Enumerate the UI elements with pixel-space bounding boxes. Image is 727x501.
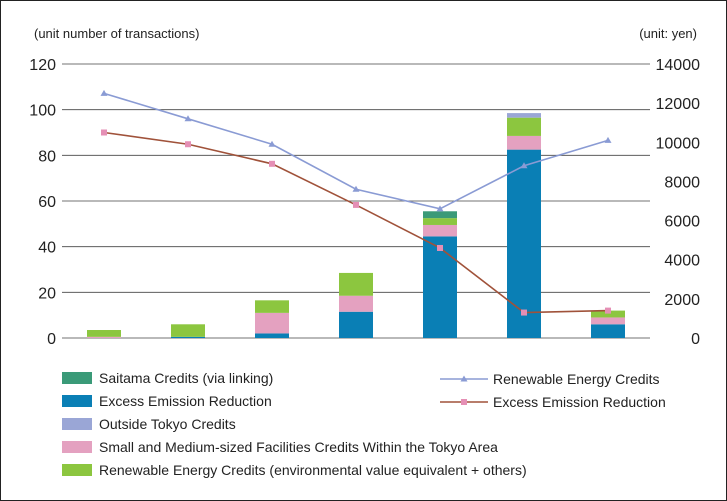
left-tick-label: 40 xyxy=(38,240,56,257)
tick-labels: 0 20 40 60 80 100 120 0 2000 4000 6000 8000 10000 120… xyxy=(29,57,700,348)
bar-segment xyxy=(255,333,289,338)
bar-segment xyxy=(171,336,205,338)
data-point xyxy=(268,140,276,147)
line-series xyxy=(100,89,612,316)
left-tick-label: 120 xyxy=(29,57,56,74)
legend-swatch xyxy=(62,441,92,453)
bar-segment xyxy=(171,324,205,337)
legend-label: Excess Emission Reduction xyxy=(493,394,666,410)
legend-swatch xyxy=(62,464,92,476)
data-point xyxy=(437,244,443,251)
left-tick-label: 60 xyxy=(38,194,56,211)
legend-marker xyxy=(461,399,467,405)
right-tick-label: 2000 xyxy=(664,292,700,309)
legend-label: Renewable Energy Credits xyxy=(493,371,660,387)
data-point xyxy=(352,185,360,192)
data-point xyxy=(185,141,191,148)
bar-segment xyxy=(255,300,289,313)
data-point xyxy=(436,205,444,212)
right-axis-label: (unit: yen) xyxy=(639,26,697,41)
bar-segment xyxy=(87,330,121,337)
bar-segment xyxy=(87,336,121,338)
bar-series xyxy=(87,113,625,338)
bar-segment xyxy=(507,149,541,338)
data-point xyxy=(521,309,527,316)
bar-segment xyxy=(423,236,457,338)
legend-marker xyxy=(460,375,468,382)
bar-segment xyxy=(339,272,373,296)
right-tick-label: 8000 xyxy=(664,174,700,191)
bar-segment xyxy=(423,224,457,237)
left-tick-label: 0 xyxy=(47,331,56,348)
bar-segment xyxy=(423,218,457,225)
right-tick-label: 12000 xyxy=(656,96,701,113)
right-tick-label: 4000 xyxy=(664,253,700,270)
data-point xyxy=(269,160,275,167)
legend-label: Excess Emission Reduction xyxy=(99,393,272,409)
data-point xyxy=(605,307,611,314)
bar-segment xyxy=(339,295,373,312)
bar-segment xyxy=(591,324,625,338)
bar-segment xyxy=(255,312,289,334)
data-point xyxy=(101,129,107,136)
left-tick-label: 20 xyxy=(38,285,56,302)
bar-segment xyxy=(507,117,541,136)
legend-swatch xyxy=(62,395,92,407)
bar-segment xyxy=(591,317,625,325)
right-tick-label: 10000 xyxy=(656,135,701,152)
left-tick-label: 80 xyxy=(38,148,56,165)
right-tick-label: 14000 xyxy=(656,57,701,74)
left-axis-label: (unit number of transactions) xyxy=(34,26,199,41)
data-point xyxy=(184,115,192,122)
legend-swatch xyxy=(62,418,92,430)
legend-label: Saitama Credits (via linking) xyxy=(99,370,273,386)
data-point xyxy=(353,201,359,208)
bar-segment xyxy=(423,211,457,219)
data-point xyxy=(604,136,612,143)
legend-label: Outside Tokyo Credits xyxy=(99,416,236,432)
legend-swatch xyxy=(62,372,92,384)
right-tick-label: 0 xyxy=(691,331,700,348)
legend-label: Renewable Energy Credits (environmental … xyxy=(99,462,527,478)
legend: Saitama Credits (via linking) Excess Emis… xyxy=(62,370,666,478)
left-tick-label: 100 xyxy=(29,103,56,120)
data-point xyxy=(520,162,528,169)
bar-segment xyxy=(339,311,373,338)
bar-segment xyxy=(591,310,625,318)
bar-segment xyxy=(507,113,541,118)
data-point xyxy=(100,89,108,96)
right-tick-label: 6000 xyxy=(664,214,700,231)
legend-label: Small and Medium-sized Facilities Credit… xyxy=(99,439,498,455)
bar-segment xyxy=(507,135,541,150)
